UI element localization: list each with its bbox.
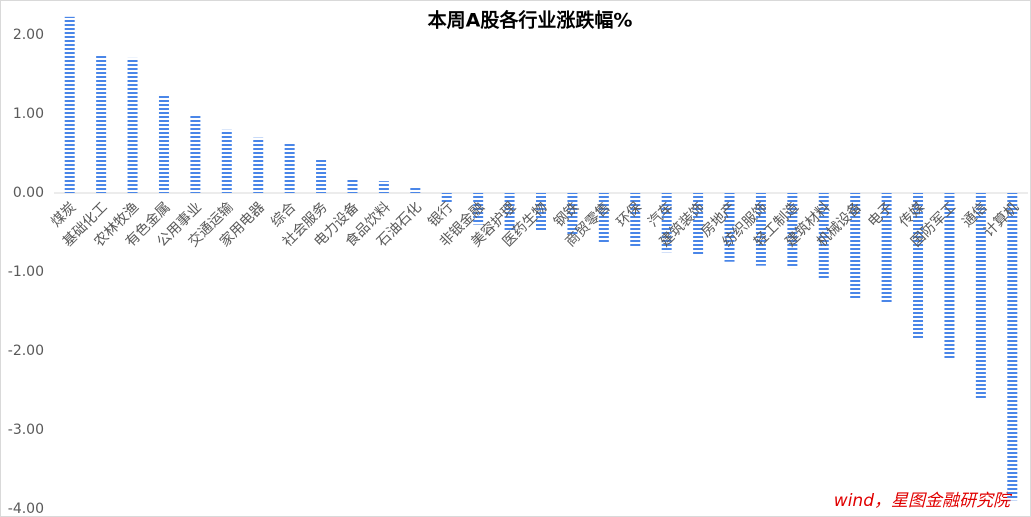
- bar: [724, 193, 735, 262]
- bar: [661, 193, 672, 253]
- y-tick-label: -4.00: [8, 501, 44, 517]
- y-tick-label: 2.00: [13, 27, 44, 43]
- bar: [441, 193, 452, 204]
- bar: [975, 193, 986, 400]
- bar: [190, 114, 201, 193]
- bar: [504, 193, 515, 232]
- chart-title: 本周A股各行业涨跌幅%: [428, 9, 633, 32]
- bar: [881, 193, 892, 303]
- bar: [284, 143, 295, 193]
- bar: [850, 193, 861, 300]
- bar: [473, 193, 484, 225]
- bar: [567, 193, 578, 236]
- y-tick-label: 0.00: [13, 185, 44, 201]
- y-tick-label: 1.00: [13, 106, 44, 122]
- y-tick-label: -1.00: [8, 264, 44, 280]
- bar: [96, 54, 107, 193]
- bar: [598, 193, 609, 243]
- y-tick-label: -2.00: [8, 343, 44, 359]
- bar: [536, 193, 546, 231]
- bar: [787, 193, 798, 269]
- bar: [630, 193, 641, 247]
- bar: [944, 193, 955, 359]
- bar: [693, 193, 704, 255]
- bar: [1007, 193, 1018, 501]
- bar: [253, 137, 264, 193]
- bar: [410, 186, 421, 193]
- y-tick-label: -3.00: [8, 422, 44, 438]
- watermark: wind，星图金融研究院: [834, 491, 1013, 511]
- bar: [158, 95, 169, 193]
- bar: [127, 57, 138, 193]
- bar: [64, 16, 75, 193]
- bar: [378, 181, 389, 193]
- bar: [913, 193, 924, 340]
- bar: [818, 193, 829, 280]
- bar: [221, 129, 232, 193]
- bar: [347, 177, 358, 193]
- bar: [316, 159, 327, 193]
- bar: [755, 193, 766, 266]
